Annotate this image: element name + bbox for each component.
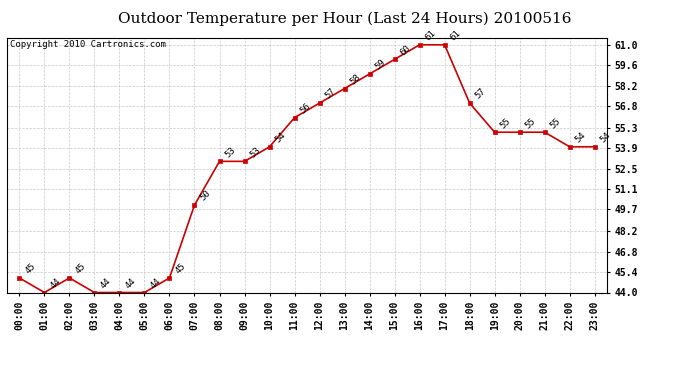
Text: 57: 57 xyxy=(474,87,488,101)
Text: 45: 45 xyxy=(23,262,37,276)
Text: 45: 45 xyxy=(74,262,88,276)
Text: 53: 53 xyxy=(224,145,237,159)
Text: 60: 60 xyxy=(399,43,413,57)
Text: Copyright 2010 Cartronics.com: Copyright 2010 Cartronics.com xyxy=(10,40,166,49)
Text: 54: 54 xyxy=(574,130,588,145)
Text: 55: 55 xyxy=(524,116,538,130)
Text: 55: 55 xyxy=(499,116,513,130)
Text: 45: 45 xyxy=(174,262,188,276)
Text: 61: 61 xyxy=(448,28,463,43)
Text: 54: 54 xyxy=(599,130,613,145)
Text: 58: 58 xyxy=(348,72,363,86)
Text: 44: 44 xyxy=(48,276,63,290)
Text: 50: 50 xyxy=(199,189,213,203)
Text: 44: 44 xyxy=(99,276,112,290)
Text: 56: 56 xyxy=(299,102,313,115)
Text: 53: 53 xyxy=(248,145,263,159)
Text: 44: 44 xyxy=(148,276,163,290)
Text: 59: 59 xyxy=(374,58,388,72)
Text: 55: 55 xyxy=(549,116,563,130)
Text: 44: 44 xyxy=(124,276,137,290)
Text: 54: 54 xyxy=(274,130,288,145)
Text: Outdoor Temperature per Hour (Last 24 Hours) 20100516: Outdoor Temperature per Hour (Last 24 Ho… xyxy=(118,11,572,26)
Text: 57: 57 xyxy=(324,87,337,101)
Text: 61: 61 xyxy=(424,28,437,43)
